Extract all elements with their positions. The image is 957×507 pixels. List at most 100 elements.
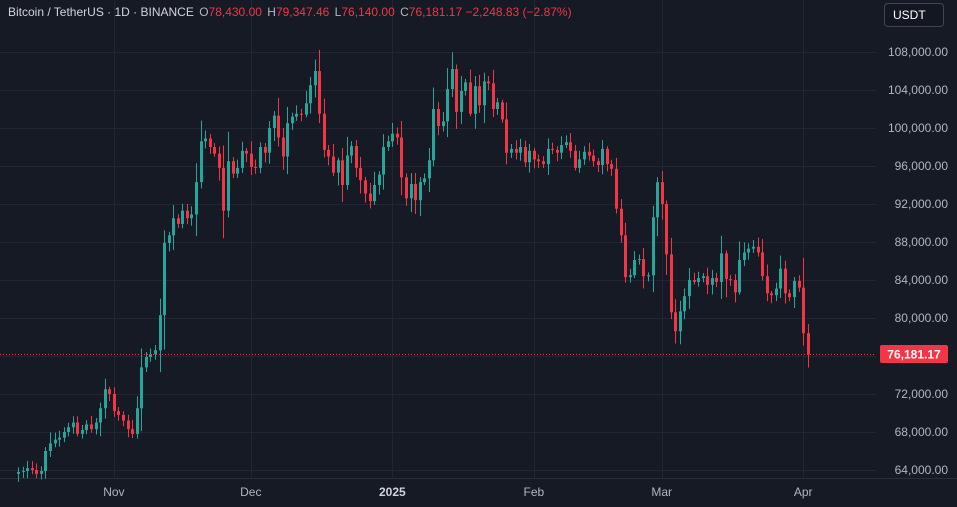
candle-body bbox=[232, 161, 235, 174]
candle-body bbox=[743, 252, 746, 261]
candle-body bbox=[391, 133, 394, 142]
candle-body bbox=[492, 83, 495, 109]
candle-body bbox=[578, 159, 581, 168]
candle-body bbox=[802, 287, 805, 334]
candle-body bbox=[793, 280, 796, 298]
high-value: 79,347.46 bbox=[275, 5, 330, 19]
y-tick-label: 80,000.00 bbox=[895, 311, 949, 325]
candle-body bbox=[560, 145, 563, 153]
low-key: L bbox=[334, 5, 342, 19]
candle-body bbox=[729, 279, 732, 281]
candle-body bbox=[460, 90, 463, 112]
candle-body bbox=[464, 82, 467, 91]
y-tick-label: 108,000.00 bbox=[888, 45, 948, 59]
candle-body bbox=[478, 86, 481, 106]
symbol-title[interactable]: Bitcoin / TetherUS · 1D · BINANCE bbox=[8, 5, 194, 19]
candle-body bbox=[720, 253, 723, 282]
candle-body bbox=[688, 280, 691, 297]
candle-body bbox=[273, 115, 276, 128]
candle-body bbox=[419, 182, 422, 201]
candle-body bbox=[104, 389, 107, 409]
change-value: −2,248.83 (−2.87%) bbox=[465, 5, 572, 19]
x-tick-label: Apr bbox=[794, 485, 813, 499]
candle-body bbox=[122, 414, 125, 421]
candle-body bbox=[487, 81, 490, 84]
x-tick-label: 2025 bbox=[379, 485, 406, 499]
candle-body bbox=[683, 296, 686, 312]
candle-body bbox=[775, 288, 778, 296]
candle-body bbox=[90, 424, 93, 430]
candle-body bbox=[264, 147, 267, 153]
candle-body bbox=[314, 71, 317, 86]
candle-body bbox=[798, 280, 801, 288]
candle-body bbox=[706, 276, 709, 285]
candle-body bbox=[177, 218, 180, 224]
candle-body bbox=[715, 278, 718, 282]
candle-body bbox=[432, 109, 435, 161]
candle-body bbox=[190, 214, 193, 219]
candle-body bbox=[49, 443, 52, 451]
candle-body bbox=[505, 119, 508, 153]
candle-body bbox=[725, 253, 728, 280]
candle-body bbox=[734, 280, 737, 293]
candle-body bbox=[428, 160, 431, 179]
candle-body bbox=[807, 333, 810, 355]
candle-body bbox=[665, 204, 668, 255]
candle-body bbox=[661, 182, 664, 204]
candle-body bbox=[195, 182, 198, 215]
y-tick-label: 88,000.00 bbox=[895, 235, 949, 249]
candle-body bbox=[364, 180, 367, 194]
candle-body bbox=[186, 210, 189, 219]
candle-body bbox=[378, 174, 381, 185]
candle-body bbox=[414, 184, 417, 201]
candle-body bbox=[140, 367, 143, 409]
candle-body bbox=[67, 427, 70, 432]
y-tick-label: 84,000.00 bbox=[895, 273, 949, 287]
candle-body bbox=[300, 113, 303, 115]
candle-body bbox=[145, 356, 148, 368]
candle-body bbox=[286, 123, 289, 157]
candle-body bbox=[679, 311, 682, 332]
candle-body bbox=[227, 161, 230, 211]
candle-body bbox=[295, 113, 298, 117]
candle-body bbox=[620, 208, 623, 236]
candle-body bbox=[483, 81, 486, 106]
candle-body bbox=[766, 276, 769, 294]
candle-body bbox=[583, 151, 586, 160]
x-tick-label: Nov bbox=[103, 485, 124, 499]
candle-body bbox=[108, 389, 111, 394]
candle-body bbox=[200, 141, 203, 183]
low-value: 76,140.00 bbox=[341, 5, 395, 19]
candle-body bbox=[26, 468, 29, 471]
candle-body bbox=[22, 470, 25, 472]
x-tick-label: Dec bbox=[240, 485, 261, 499]
candle-body bbox=[501, 102, 504, 120]
candle-body bbox=[172, 218, 175, 236]
candle-body bbox=[99, 408, 102, 423]
candle-body bbox=[259, 147, 262, 168]
candle-body bbox=[510, 148, 513, 153]
candle-body bbox=[327, 149, 330, 157]
candle-body bbox=[245, 150, 248, 154]
ohlc-legend: Bitcoin / TetherUS · 1D · BINANCE O78,43… bbox=[8, 5, 572, 19]
candle-body bbox=[693, 280, 696, 282]
currency-button[interactable]: USDT bbox=[884, 3, 944, 27]
candle-body bbox=[547, 148, 550, 165]
candle-body bbox=[601, 148, 604, 166]
candle-body bbox=[629, 275, 632, 278]
candle-body bbox=[633, 260, 636, 276]
candle-body bbox=[282, 137, 285, 157]
x-tick-label: Feb bbox=[524, 485, 545, 499]
candle-body bbox=[537, 159, 540, 162]
candle-body bbox=[442, 121, 445, 127]
candle-body bbox=[674, 312, 677, 332]
candle-body bbox=[72, 422, 75, 428]
candle-body bbox=[337, 160, 340, 173]
high-key: H bbox=[267, 5, 276, 19]
candle-body bbox=[437, 109, 440, 127]
y-tick-label: 100,000.00 bbox=[888, 121, 948, 135]
candle-body bbox=[250, 153, 253, 167]
candle-body bbox=[204, 138, 207, 142]
candle-body bbox=[400, 137, 403, 178]
